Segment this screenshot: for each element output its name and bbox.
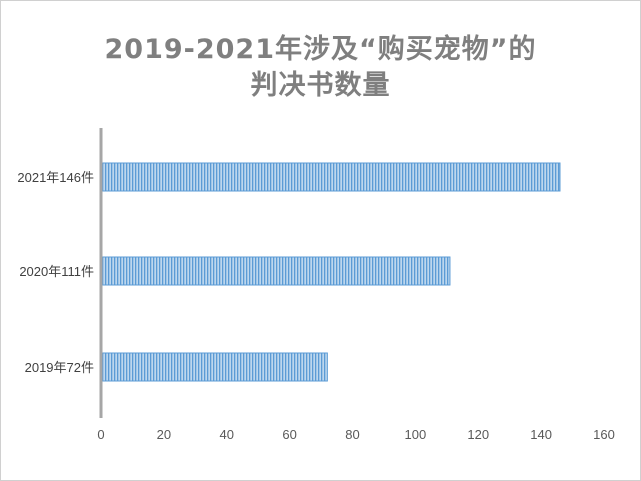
x-tick-label-0: 0 [97, 427, 104, 442]
x-tick-label-2: 40 [220, 427, 234, 442]
x-tick-label-3: 60 [282, 427, 296, 442]
chart-title: 2019-2021年涉及“购买宠物”的 判决书数量 [0, 32, 641, 104]
x-tick-label-5: 100 [405, 427, 427, 442]
x-tick-label-4: 80 [345, 427, 359, 442]
category-label-0: 2021年146件 [17, 170, 94, 185]
bar-1 [100, 256, 451, 286]
category-label-2: 2019年72件 [25, 360, 94, 375]
x-tick-label-1: 20 [157, 427, 171, 442]
chart-title-line-1: 2019-2021年涉及“购买宠物”的 [104, 34, 537, 65]
x-tick-label-7: 140 [530, 427, 552, 442]
bar-0 [100, 162, 561, 192]
x-tick-label-6: 120 [467, 427, 489, 442]
category-label-1: 2020年111件 [19, 264, 94, 279]
bar-2 [100, 352, 328, 382]
chart-title-line-2: 判决书数量 [250, 70, 391, 101]
x-tick-label-8: 160 [593, 427, 615, 442]
